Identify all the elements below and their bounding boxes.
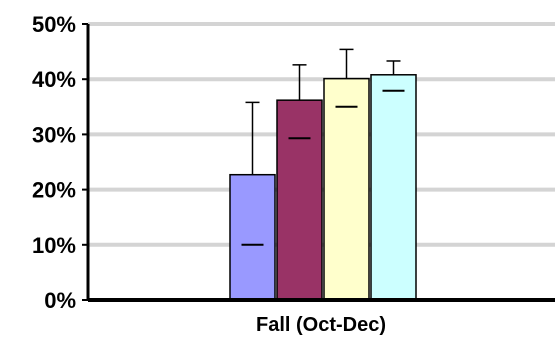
bar-series-4 (370, 74, 417, 301)
bar-markers (241, 89, 405, 246)
y-tick-labels: 0% 10% 20% 30% 40% 50% (32, 12, 88, 313)
y-tick-label: 30% (32, 122, 76, 147)
y-tick-label: 20% (32, 178, 76, 203)
y-tick-label: 50% (32, 12, 76, 37)
y-tick-label: 10% (32, 233, 76, 258)
bar-series-1 (229, 173, 276, 301)
category-label: Fall (Oct-Dec) (256, 314, 386, 336)
bars (229, 74, 417, 301)
y-tick-label: 0% (44, 288, 76, 313)
y-tick-label: 40% (32, 67, 76, 92)
error-bars (245, 48, 401, 175)
bar-series-3 (323, 77, 370, 301)
bar-series-2 (276, 99, 323, 301)
